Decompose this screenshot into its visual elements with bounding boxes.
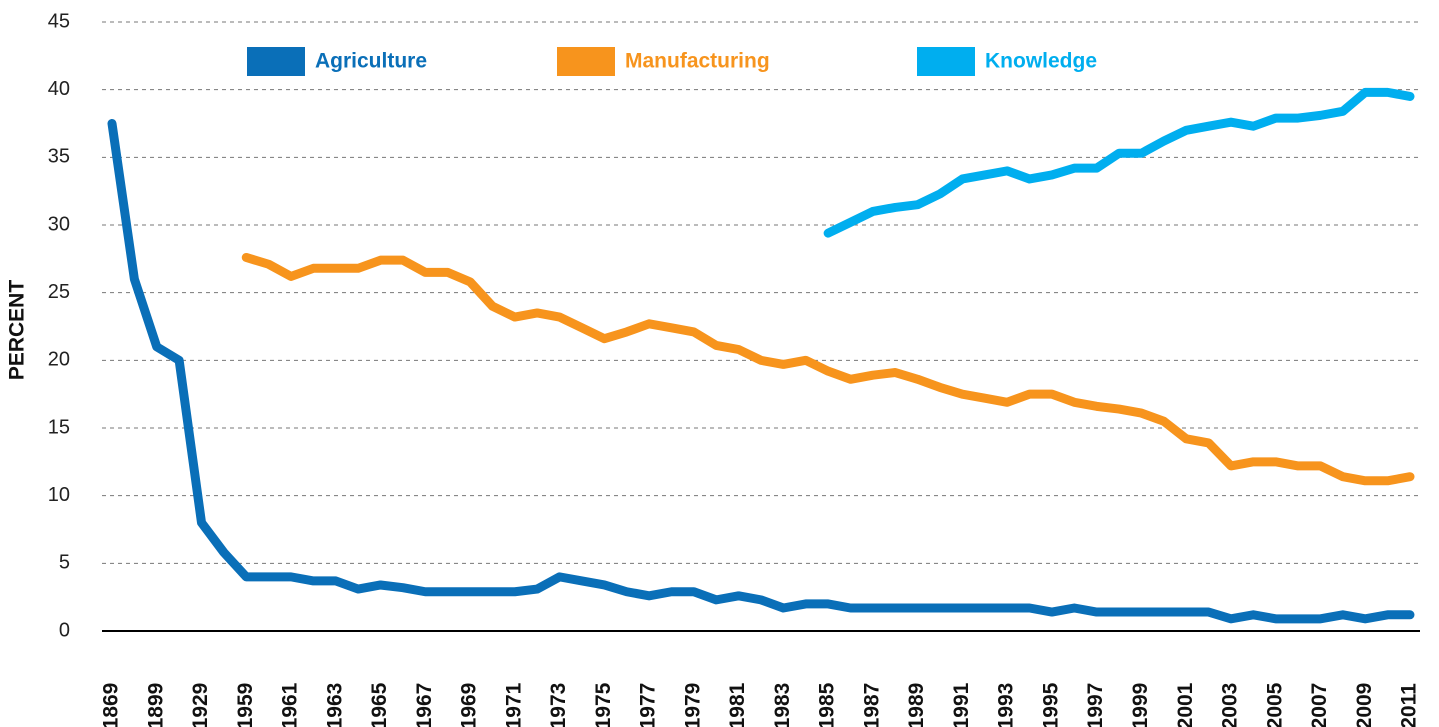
- x-tick-label: 1967: [413, 683, 436, 727]
- x-tick-label: 2005: [1263, 682, 1286, 727]
- x-tick-label: 2009: [1353, 683, 1376, 727]
- x-tick-label: 2011: [1398, 683, 1421, 727]
- y-tick-label: 20: [48, 349, 70, 371]
- legend-label: Agriculture: [315, 50, 427, 73]
- line: [823, 87, 1415, 238]
- x-tick-label: 1971: [502, 682, 525, 727]
- x-tick-label: 1977: [637, 683, 660, 727]
- x-tick-label: 1983: [771, 683, 794, 727]
- x-tick-label: 2003: [1219, 683, 1242, 727]
- y-tick-label: 5: [59, 552, 70, 574]
- line: [241, 252, 1415, 486]
- x-tick-label: 1989: [905, 683, 928, 727]
- x-tick-label: 1869: [100, 683, 123, 727]
- x-tick-label: 1959: [234, 683, 257, 727]
- y-tick-label: 0: [59, 619, 70, 641]
- x-tick-label: 1995: [1039, 682, 1062, 727]
- legend-swatch: [247, 47, 305, 76]
- x-tick-label: 1981: [726, 682, 749, 727]
- x-tick-label: 1961: [279, 682, 302, 727]
- x-tick-label: 1899: [144, 683, 167, 727]
- y-tick-label: 40: [48, 78, 70, 100]
- legend-swatch: [557, 47, 615, 76]
- x-tick-label: 1997: [1084, 683, 1107, 727]
- legend-swatch: [917, 47, 975, 76]
- x-tick-label: 2001: [1174, 682, 1197, 727]
- x-tick-label: 1987: [860, 683, 883, 727]
- y-tick-label: 30: [48, 213, 70, 235]
- x-tick-label: 1993: [995, 683, 1018, 727]
- x-tick-label: 1963: [323, 683, 346, 727]
- legend-label: Manufacturing: [625, 50, 770, 73]
- y-axis-label: PERCENT: [6, 280, 29, 381]
- x-tick-label: 1985: [816, 682, 839, 727]
- x-tick-label: 2007: [1308, 683, 1331, 727]
- y-tick-label: 10: [48, 484, 70, 506]
- y-tick-label: 15: [48, 416, 70, 438]
- legend-label: Knowledge: [985, 50, 1097, 73]
- x-tick-label: 1969: [458, 683, 481, 727]
- y-tick-label: 35: [48, 146, 70, 168]
- x-tick-label: 1929: [189, 683, 212, 727]
- y-tick-label: 45: [48, 10, 70, 32]
- x-tick-label: 1965: [368, 682, 391, 727]
- x-tick-label: 1973: [547, 683, 570, 727]
- x-tick-label: 1999: [1129, 683, 1152, 727]
- x-tick-label: 1979: [681, 683, 704, 727]
- x-tick-label: 1991: [950, 682, 973, 727]
- y-tick-label: 25: [48, 281, 70, 303]
- line: [107, 119, 1415, 624]
- x-tick-label: 1975: [592, 682, 615, 727]
